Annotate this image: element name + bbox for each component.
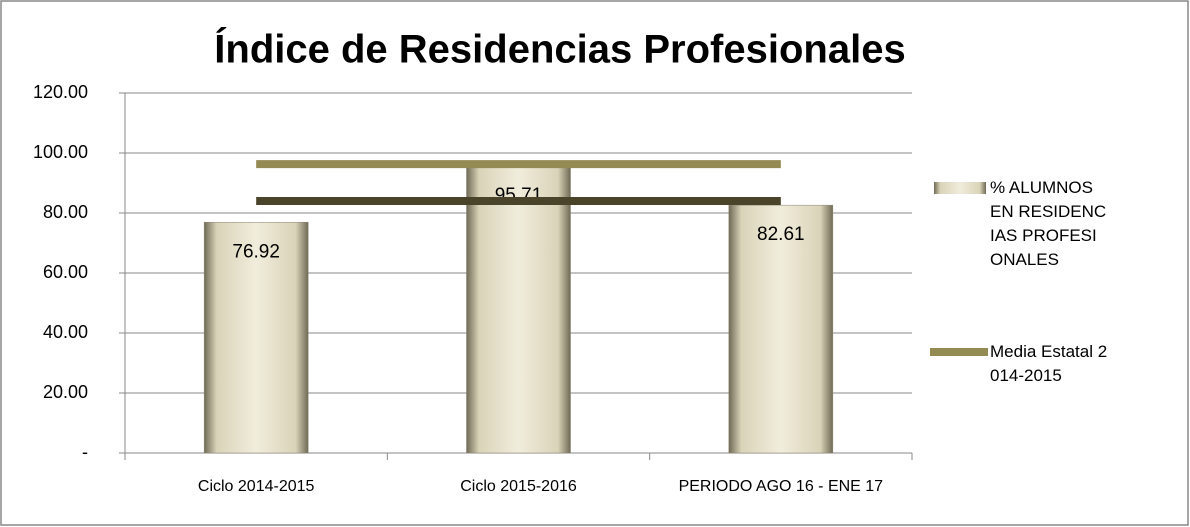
data-label: 76.92 xyxy=(232,241,280,262)
y-tick-label: 40.00 xyxy=(43,322,88,342)
x-tick-label: Ciclo 2014-2015 xyxy=(198,478,315,495)
legend-label: % ALUMNOS EN RESIDENCIAS PROFESIONALES xyxy=(990,178,1107,269)
y-tick-label: 120.00 xyxy=(33,82,88,102)
chart-title: Índice de Residencias Profesionales xyxy=(214,27,905,72)
bar xyxy=(728,204,834,454)
legend-swatch xyxy=(934,182,986,194)
bar xyxy=(466,165,571,454)
data-label: 82.61 xyxy=(757,224,805,245)
y-tick-label: 100.00 xyxy=(33,142,88,162)
y-tick-label: - xyxy=(82,442,88,462)
y-tick-label: 80.00 xyxy=(43,202,88,222)
x-tick-label: PERIODO AGO 16 - ENE 17 xyxy=(679,478,884,495)
y-tick-label: 20.00 xyxy=(43,382,88,402)
legend-label: Media Estatal 2014-2015 xyxy=(990,342,1108,385)
bar xyxy=(203,221,309,454)
x-tick-label: Ciclo 2015-2016 xyxy=(460,478,577,495)
y-tick-label: 60.00 xyxy=(43,262,88,282)
